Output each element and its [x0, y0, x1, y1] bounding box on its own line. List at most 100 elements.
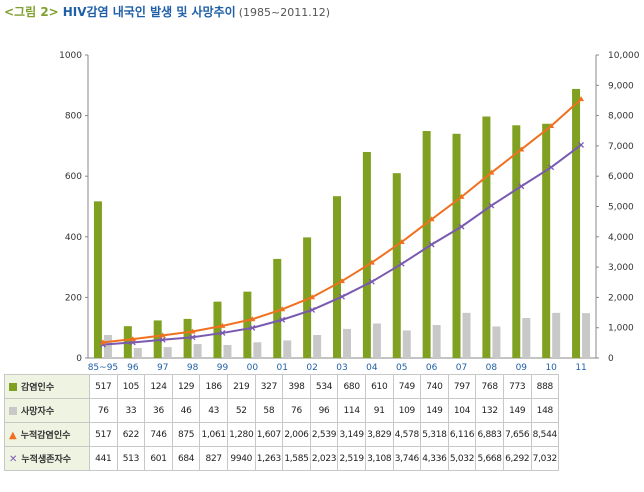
table-cell: 91 [364, 398, 394, 423]
point-cumulative-survivors [488, 202, 495, 209]
x-tick-label: 06 [426, 363, 438, 373]
table-cell: 610 [364, 374, 394, 399]
point-cumulative-infected [398, 238, 405, 244]
point-cumulative-survivors [428, 241, 435, 248]
x-tick-label: 08 [486, 363, 498, 373]
table-cell: 746 [144, 422, 173, 447]
table-cell: 1,280 [226, 422, 256, 447]
right-axis-tick-label: 4,000 [608, 233, 634, 243]
point-cumulative-infected [189, 328, 196, 334]
table-cell: 3,108 [364, 446, 394, 471]
point-cumulative-infected [99, 339, 106, 345]
right-axis-tick-label: 5,000 [608, 203, 634, 213]
table-cell: 8,544 [530, 422, 560, 447]
bar-deaths [283, 340, 292, 358]
table-cell: 149 [502, 398, 532, 423]
row-header: 사망자수 [4, 398, 90, 423]
table-cell: 9940 [226, 446, 256, 471]
line-cumulative-infected [102, 98, 582, 344]
point-cumulative-survivors [578, 141, 585, 148]
table-cell: 76 [89, 398, 118, 423]
point-cumulative-infected [309, 294, 316, 300]
bar-deaths [582, 313, 591, 358]
table-cell: 132 [475, 398, 504, 423]
point-cumulative-infected [458, 193, 465, 199]
table-cell: 4,336 [420, 446, 449, 471]
bar-infected [482, 116, 491, 358]
table-cell: 534 [309, 374, 339, 399]
table-cell: 517 [89, 422, 118, 447]
point-cumulative-survivors [458, 223, 465, 230]
bar-infected [153, 320, 162, 358]
table-cell: 149 [420, 398, 449, 423]
left-axis-tick-label: 0 [76, 354, 82, 364]
table-cell: 76 [282, 398, 311, 423]
right-axis-tick-label: 0 [608, 354, 614, 364]
point-cumulative-infected [368, 259, 375, 265]
point-cumulative-survivors [189, 334, 196, 341]
bar-deaths [223, 344, 232, 358]
row-header: ✕ 누적생존자수 [4, 446, 90, 471]
point-cumulative-infected [578, 96, 585, 102]
table-cell: 601 [144, 446, 173, 471]
point-cumulative-infected [428, 216, 435, 222]
row-header: 감염인수 [4, 374, 90, 399]
table-cell: 1,061 [199, 422, 228, 447]
table-cell: 7,032 [530, 446, 560, 471]
right-axis-tick-label: 1,000 [608, 324, 634, 334]
right-axis-tick-label: 3,000 [608, 263, 634, 273]
figure-label: <그림 2> [4, 5, 59, 19]
line-cumulative-survivors [102, 144, 582, 346]
table-cell: 219 [226, 374, 256, 399]
point-cumulative-infected [518, 146, 525, 152]
table-cell: 104 [447, 398, 477, 423]
table-cell: 5,032 [447, 446, 477, 471]
table-cell: 680 [337, 374, 366, 399]
x-tick-label: 00 [247, 363, 259, 373]
point-cumulative-survivors [249, 324, 256, 331]
point-cumulative-infected [548, 123, 555, 129]
table-cell: 36 [144, 398, 173, 423]
table-cell: 875 [171, 422, 201, 447]
point-cumulative-infected [339, 278, 345, 284]
x-tick-label: 03 [336, 363, 347, 373]
point-cumulative-survivors [219, 329, 226, 336]
data-table: 감염인수 517 105 124 129 186 219 327 398 534 680 610 749… [4, 374, 560, 471]
table-cell: 58 [254, 398, 284, 423]
table-cell: 2,539 [309, 422, 339, 447]
table-cell: 114 [337, 398, 366, 423]
point-cumulative-survivors [159, 336, 166, 343]
table-cell: 6,883 [475, 422, 504, 447]
legend-marker-icon: ▲ [9, 430, 17, 441]
legend-marker-icon: ✕ [9, 454, 18, 465]
x-tick-label: 02 [306, 363, 317, 373]
x-tick-label: 01 [277, 363, 288, 373]
hiv-chart: 0200400600800100001,0002,0003,0004,0005,… [59, 51, 640, 373]
table-cell: 5,668 [475, 446, 504, 471]
bar-infected [362, 151, 371, 358]
bar-deaths [253, 342, 262, 358]
bar-deaths [103, 334, 112, 358]
bar-infected [273, 258, 282, 358]
bar-infected [422, 131, 431, 358]
bar-deaths [343, 328, 351, 358]
table-cell: 740 [420, 374, 449, 399]
table-cell: 4,578 [392, 422, 422, 447]
table-cell: 827 [199, 446, 228, 471]
legend-label: 감염인수 [21, 383, 55, 393]
bar-deaths [133, 348, 142, 358]
bar-deaths [163, 347, 172, 358]
x-tick-label: 05 [396, 363, 407, 373]
table-cell: 2,519 [337, 446, 366, 471]
table-cell: 96 [309, 398, 339, 423]
bar-deaths [522, 318, 531, 358]
x-tick-label: 11 [575, 363, 586, 373]
bar-infected [452, 133, 461, 358]
table-cell: 773 [502, 374, 532, 399]
table-cell: 398 [282, 374, 311, 399]
legend-marker-icon [9, 407, 17, 415]
table-cell: 327 [254, 374, 284, 399]
right-axis-tick-label: 6,000 [608, 172, 634, 182]
table-cell: 749 [392, 374, 422, 399]
point-cumulative-survivors [518, 183, 525, 190]
